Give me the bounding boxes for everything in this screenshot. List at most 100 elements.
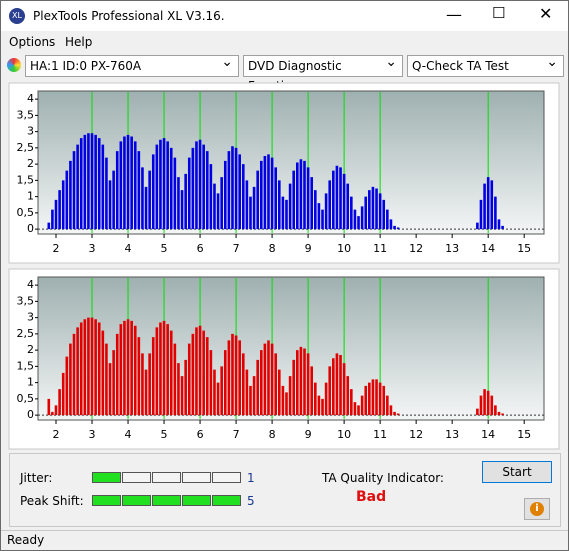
bar: [220, 177, 223, 230]
bar: [375, 379, 378, 416]
bar: [123, 136, 126, 230]
jitter-label: Jitter:: [20, 471, 53, 485]
close[interactable]: ✕: [539, 4, 553, 23]
x-tick-label: 14: [481, 242, 495, 255]
bar: [58, 190, 61, 230]
bar: [476, 408, 479, 416]
bar: [267, 154, 270, 230]
meter-cell: [122, 472, 151, 483]
y-tick-label: 4: [27, 278, 34, 291]
bar: [303, 348, 306, 416]
meter-cell: [212, 495, 241, 506]
x-tick-label: 5: [161, 428, 168, 441]
bar: [115, 333, 119, 416]
drive-select[interactable]: HA:1 ID:0 PX-760A: [25, 52, 239, 77]
bar: [213, 183, 216, 230]
bar: [288, 376, 292, 416]
bar: [238, 154, 241, 230]
bar: [249, 385, 252, 416]
maximize[interactable]: ☐: [492, 4, 506, 22]
bar: [144, 369, 148, 416]
bar: [61, 372, 65, 416]
bar: [123, 320, 126, 416]
bar: [51, 209, 54, 230]
bar: [389, 405, 393, 416]
bar: [177, 363, 180, 416]
bar: [234, 335, 238, 416]
bar: [483, 183, 486, 230]
bar: [83, 319, 87, 416]
bar: [166, 324, 169, 416]
minimize[interactable]: —: [446, 5, 462, 24]
bar: [357, 216, 360, 230]
bar: [353, 209, 357, 230]
window-title: PlexTools Professional XL V3.16.: [33, 9, 225, 23]
bar: [296, 350, 299, 416]
bar: [263, 156, 267, 230]
bar: [151, 154, 155, 230]
bar: [198, 139, 202, 230]
bar: [223, 160, 227, 230]
bar: [306, 353, 310, 416]
bar: [396, 413, 400, 416]
info-icon: i: [530, 502, 544, 516]
meter-cell: [152, 495, 181, 506]
bar: [213, 369, 216, 416]
bar: [396, 227, 400, 230]
y-tick-label: 1,5: [17, 173, 35, 186]
meter-cell: [92, 495, 121, 506]
bar: [501, 225, 504, 230]
y-tick-label: 0,5: [17, 392, 35, 405]
bar: [155, 327, 159, 416]
bar: [360, 206, 364, 230]
bar: [490, 180, 494, 230]
test-select[interactable]: Q-Check TA Test: [407, 52, 564, 77]
bar: [378, 193, 382, 230]
bar: [148, 353, 151, 416]
info-button[interactable]: i: [524, 498, 550, 520]
x-tick-label: 15: [517, 242, 531, 255]
bar: [321, 398, 324, 416]
bar: [303, 160, 306, 230]
bar: [332, 358, 335, 416]
bar: [245, 369, 249, 416]
bar: [479, 199, 483, 230]
bar: [274, 353, 277, 416]
drive-icon: [7, 58, 21, 72]
bar: [497, 411, 501, 416]
x-tick-label: 6: [197, 242, 204, 255]
bar: [277, 180, 281, 230]
bar: [151, 337, 155, 416]
quality-value: Bad: [356, 489, 387, 505]
bar: [317, 203, 321, 230]
menu-item[interactable]: Options: [9, 35, 56, 49]
bar: [241, 353, 245, 416]
bar: [119, 324, 123, 416]
x-tick-label: 7: [233, 428, 240, 441]
bar: [155, 144, 159, 230]
bar: [54, 405, 58, 416]
start-button[interactable]: Start: [482, 461, 552, 483]
bar: [494, 196, 497, 230]
bar: [270, 343, 274, 416]
meter-cell: [182, 495, 211, 506]
bar: [350, 196, 353, 230]
x-tick-label: 13: [445, 242, 459, 255]
y-tick-label: 0: [27, 222, 34, 235]
bar: [144, 186, 148, 230]
bar: [357, 405, 360, 416]
bar: [202, 144, 205, 230]
x-tick-label: 9: [305, 242, 312, 255]
bar: [184, 173, 187, 230]
bar: [393, 225, 396, 230]
bar: [364, 385, 368, 416]
bar: [339, 167, 342, 230]
bar: [76, 327, 79, 416]
menu-item[interactable]: Help: [65, 35, 93, 49]
bar: [159, 139, 162, 230]
meter-cell: [182, 472, 211, 483]
bar: [205, 337, 209, 416]
bar: [177, 177, 180, 230]
bar: [393, 411, 396, 416]
bar: [76, 144, 79, 230]
